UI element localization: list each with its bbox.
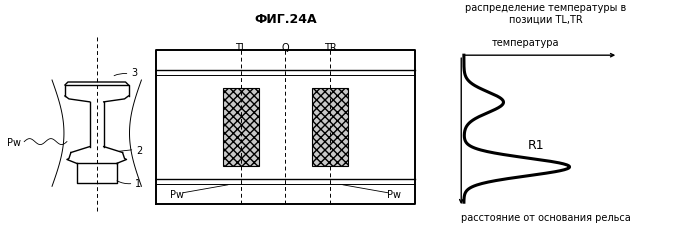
Text: Q: Q: [282, 43, 289, 53]
Text: распределение температуры в
позиции TL,TR: распределение температуры в позиции TL,T…: [465, 3, 626, 24]
Text: Pw: Pw: [171, 189, 185, 199]
Text: R1: R1: [528, 139, 544, 151]
Text: 1: 1: [134, 179, 140, 188]
Text: 3: 3: [131, 68, 138, 78]
Text: TR: TR: [324, 43, 336, 53]
Text: Pw: Pw: [7, 137, 22, 147]
Text: температура: температура: [492, 38, 559, 48]
Text: ФИГ.24А: ФИГ.24А: [254, 13, 317, 26]
Text: 2: 2: [136, 145, 143, 155]
Text: расстояние от основания рельса: расстояние от основания рельса: [461, 212, 630, 222]
Bar: [223, 89, 259, 166]
Bar: [312, 89, 348, 166]
Text: TL: TL: [235, 43, 247, 53]
Text: Pw: Pw: [387, 189, 401, 199]
